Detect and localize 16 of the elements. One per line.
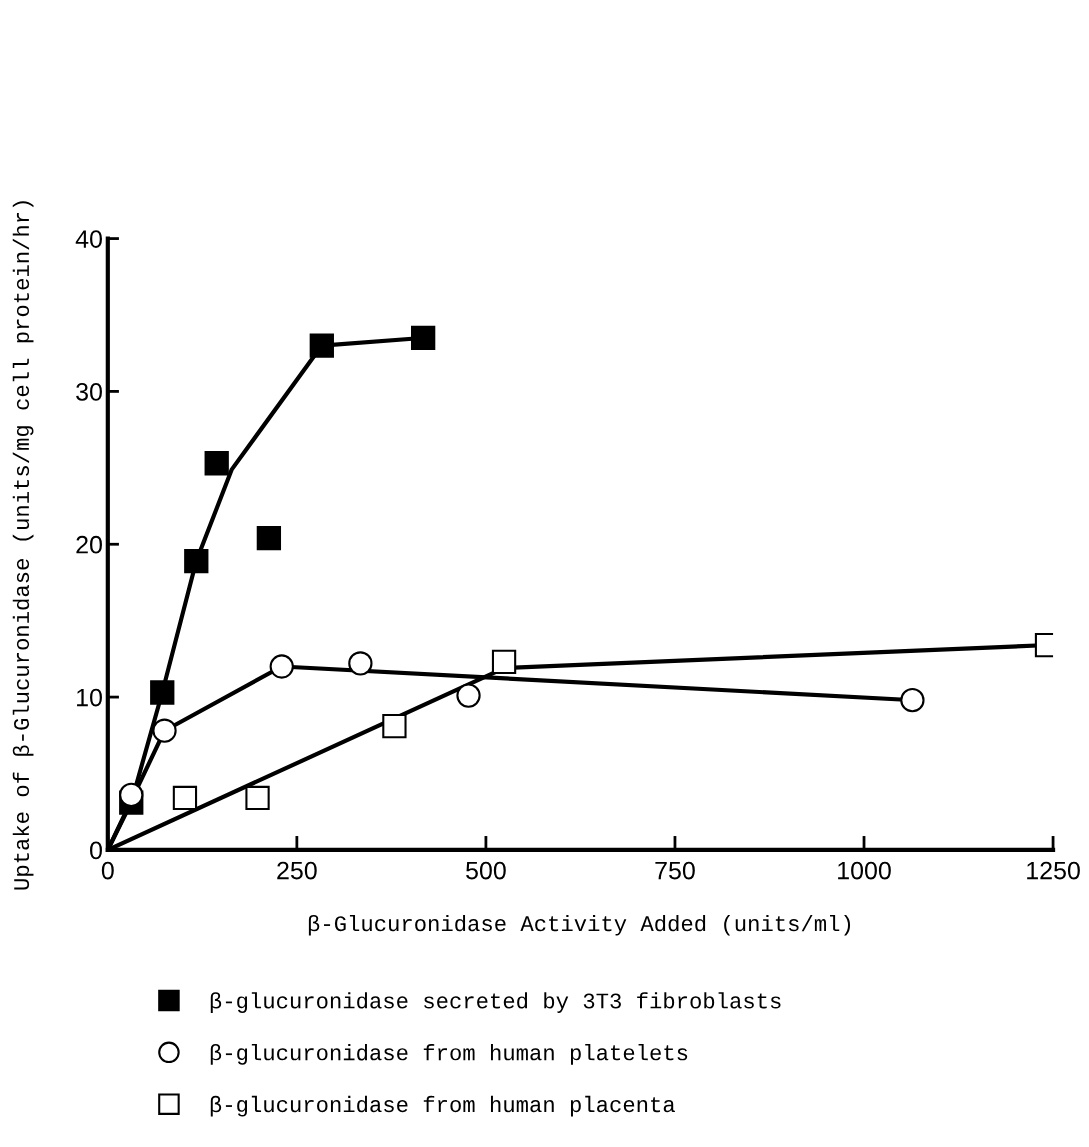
legend-label: β-glucuronidase secreted by 3T3 fibroblasts [210, 992, 781, 1013]
y-tick-label: 0 [90, 841, 102, 860]
legend-label: β-glucuronidase from human platelets [210, 1044, 688, 1065]
x-tick-label: 250 [277, 861, 317, 880]
x-axis-title: β-Glucuronidase Activity Added (units/ml) [308, 914, 851, 936]
x-tick-label: 750 [655, 861, 695, 880]
legend-label: β-glucuronidase from human placenta [210, 1095, 675, 1117]
x-tick-label: 1250 [1027, 861, 1080, 880]
y-tick-label: 20 [76, 535, 102, 554]
y-axis-title: Uptake of β-Glucuronidase (units/mg cell protein/hr) [12, 201, 34, 890]
x-tick-label: 500 [466, 861, 506, 880]
y-tick-label: 10 [77, 688, 102, 707]
x-tick-label: 1000 [838, 861, 891, 880]
x-tick-label: 0 [101, 861, 114, 880]
y-tick-label: 40 [75, 230, 102, 248]
y-tick-label: 30 [76, 383, 102, 401]
